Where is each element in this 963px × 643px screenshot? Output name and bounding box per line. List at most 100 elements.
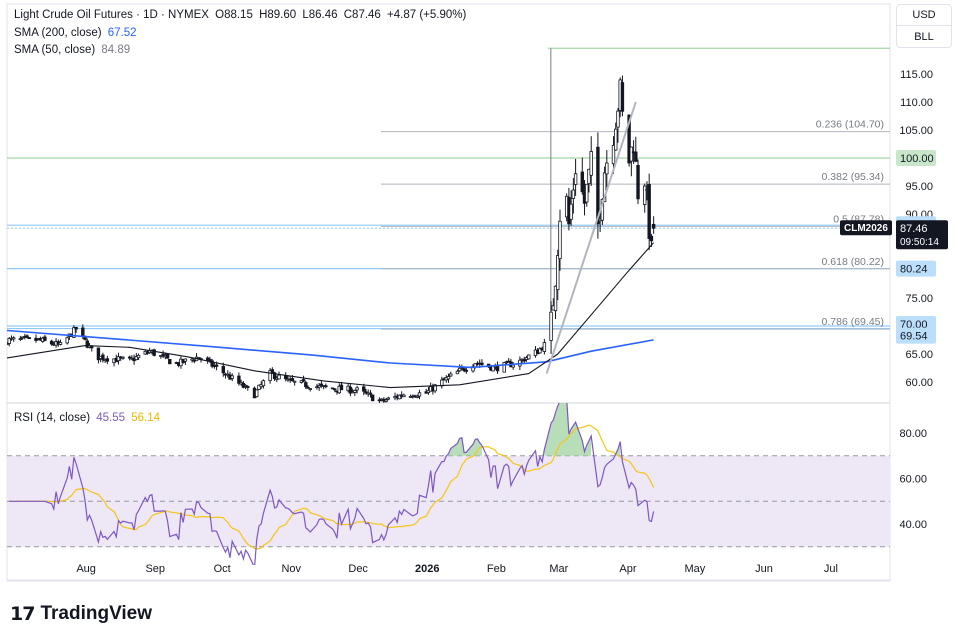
candle[interactable] (246, 385, 250, 391)
candle[interactable] (495, 361, 500, 374)
rsi-legend[interactable]: RSI (14, close) 45.55 56.14 (14, 412, 160, 424)
candle[interactable] (362, 383, 366, 396)
candle[interactable] (386, 396, 390, 401)
currency-button[interactable]: USD (896, 4, 952, 26)
candle[interactable] (277, 371, 281, 380)
candle[interactable] (6, 342, 9, 346)
candle[interactable] (319, 381, 324, 388)
candle[interactable] (502, 361, 506, 373)
chart-area[interactable]: 0.236 (104.70) 0.382 (95.34) 0.5 (87.78) 0.… (0, 0, 963, 600)
candle[interactable] (121, 356, 125, 360)
candle[interactable] (18, 335, 23, 342)
candle[interactable] (636, 159, 640, 205)
candle[interactable] (368, 389, 373, 398)
candle[interactable] (556, 249, 560, 301)
candle[interactable] (96, 347, 101, 364)
candle[interactable] (101, 352, 105, 363)
candle[interactable] (446, 373, 451, 383)
candle[interactable] (580, 157, 584, 195)
tradingview-logo[interactable]: 17 TradingView (10, 603, 152, 625)
candle[interactable] (292, 380, 297, 386)
candle[interactable] (589, 136, 593, 186)
candle[interactable] (127, 355, 132, 361)
candle[interactable] (549, 301, 553, 355)
candle[interactable] (616, 108, 620, 143)
candle[interactable] (364, 388, 368, 395)
candle[interactable] (587, 168, 591, 193)
candle[interactable] (58, 339, 63, 346)
candle[interactable] (370, 394, 375, 402)
candle[interactable] (605, 150, 609, 188)
candle[interactable] (116, 352, 121, 365)
sma200-legend[interactable]: SMA (200, close) 67.52 (14, 27, 137, 39)
candle[interactable] (330, 387, 335, 390)
candle[interactable] (384, 398, 388, 403)
candle[interactable] (397, 394, 402, 400)
candle[interactable] (643, 183, 647, 213)
sma50-line[interactable] (7, 242, 655, 389)
candle[interactable] (553, 285, 558, 320)
candle[interactable] (165, 353, 170, 359)
candle[interactable] (210, 358, 214, 369)
candle[interactable] (353, 389, 357, 396)
candle[interactable] (585, 183, 589, 207)
candle[interactable] (161, 350, 165, 359)
candle[interactable] (168, 358, 172, 365)
last-price-badge[interactable]: 87.46 09:50:14 (896, 220, 948, 250)
candle[interactable] (614, 122, 618, 151)
candle[interactable] (317, 382, 321, 391)
candle[interactable] (522, 356, 527, 363)
rsi-pane[interactable] (7, 399, 890, 568)
candle[interactable] (464, 367, 469, 374)
candle[interactable] (268, 368, 272, 384)
rsi-ma-line[interactable] (9, 424, 655, 550)
candle[interactable] (183, 358, 188, 365)
candle[interactable] (542, 338, 547, 355)
rsi-line[interactable] (9, 399, 655, 568)
candle[interactable] (197, 357, 201, 359)
candle[interactable] (348, 384, 353, 397)
candle[interactable] (417, 389, 422, 400)
candle[interactable] (308, 388, 312, 392)
candle[interactable] (74, 326, 78, 333)
candle[interactable] (304, 380, 308, 389)
candle[interactable] (237, 372, 241, 386)
candle[interactable] (455, 369, 460, 375)
level-badge[interactable]: 69.54 (896, 327, 936, 344)
candle[interactable] (159, 355, 163, 359)
candle[interactable] (49, 339, 54, 346)
candle[interactable] (457, 364, 462, 373)
candle[interactable] (190, 358, 194, 363)
candle[interactable] (324, 383, 328, 389)
candle[interactable] (527, 354, 531, 360)
candle[interactable] (449, 371, 453, 377)
candle[interactable] (538, 347, 542, 354)
candle[interactable] (255, 389, 259, 398)
candle[interactable] (415, 394, 419, 399)
trend-line[interactable] (545, 101, 637, 374)
chart-svg[interactable]: 0.236 (104.70)0.382 (95.34)0.5 (87.78)0.… (0, 0, 963, 600)
candle[interactable] (558, 209, 562, 271)
candle[interactable] (620, 75, 625, 117)
sma50-legend[interactable]: SMA (50, close) 84.89 (14, 44, 130, 56)
candle[interactable] (333, 388, 337, 393)
candle[interactable] (261, 379, 266, 389)
candle[interactable] (629, 146, 634, 177)
candle[interactable] (65, 336, 69, 345)
candle[interactable] (243, 383, 248, 390)
candle[interactable] (152, 348, 156, 357)
candle[interactable] (355, 385, 359, 394)
candle[interactable] (402, 393, 406, 398)
candle[interactable] (651, 216, 656, 234)
candle[interactable] (27, 336, 31, 340)
candle[interactable] (596, 132, 600, 239)
candle[interactable] (569, 190, 573, 226)
candle[interactable] (230, 373, 234, 382)
candle[interactable] (301, 375, 306, 383)
candle[interactable] (136, 353, 141, 360)
candle[interactable] (43, 334, 47, 342)
candle[interactable] (573, 158, 578, 196)
candle[interactable] (306, 385, 310, 389)
candle[interactable] (85, 338, 89, 349)
sma200-line[interactable] (7, 329, 654, 369)
